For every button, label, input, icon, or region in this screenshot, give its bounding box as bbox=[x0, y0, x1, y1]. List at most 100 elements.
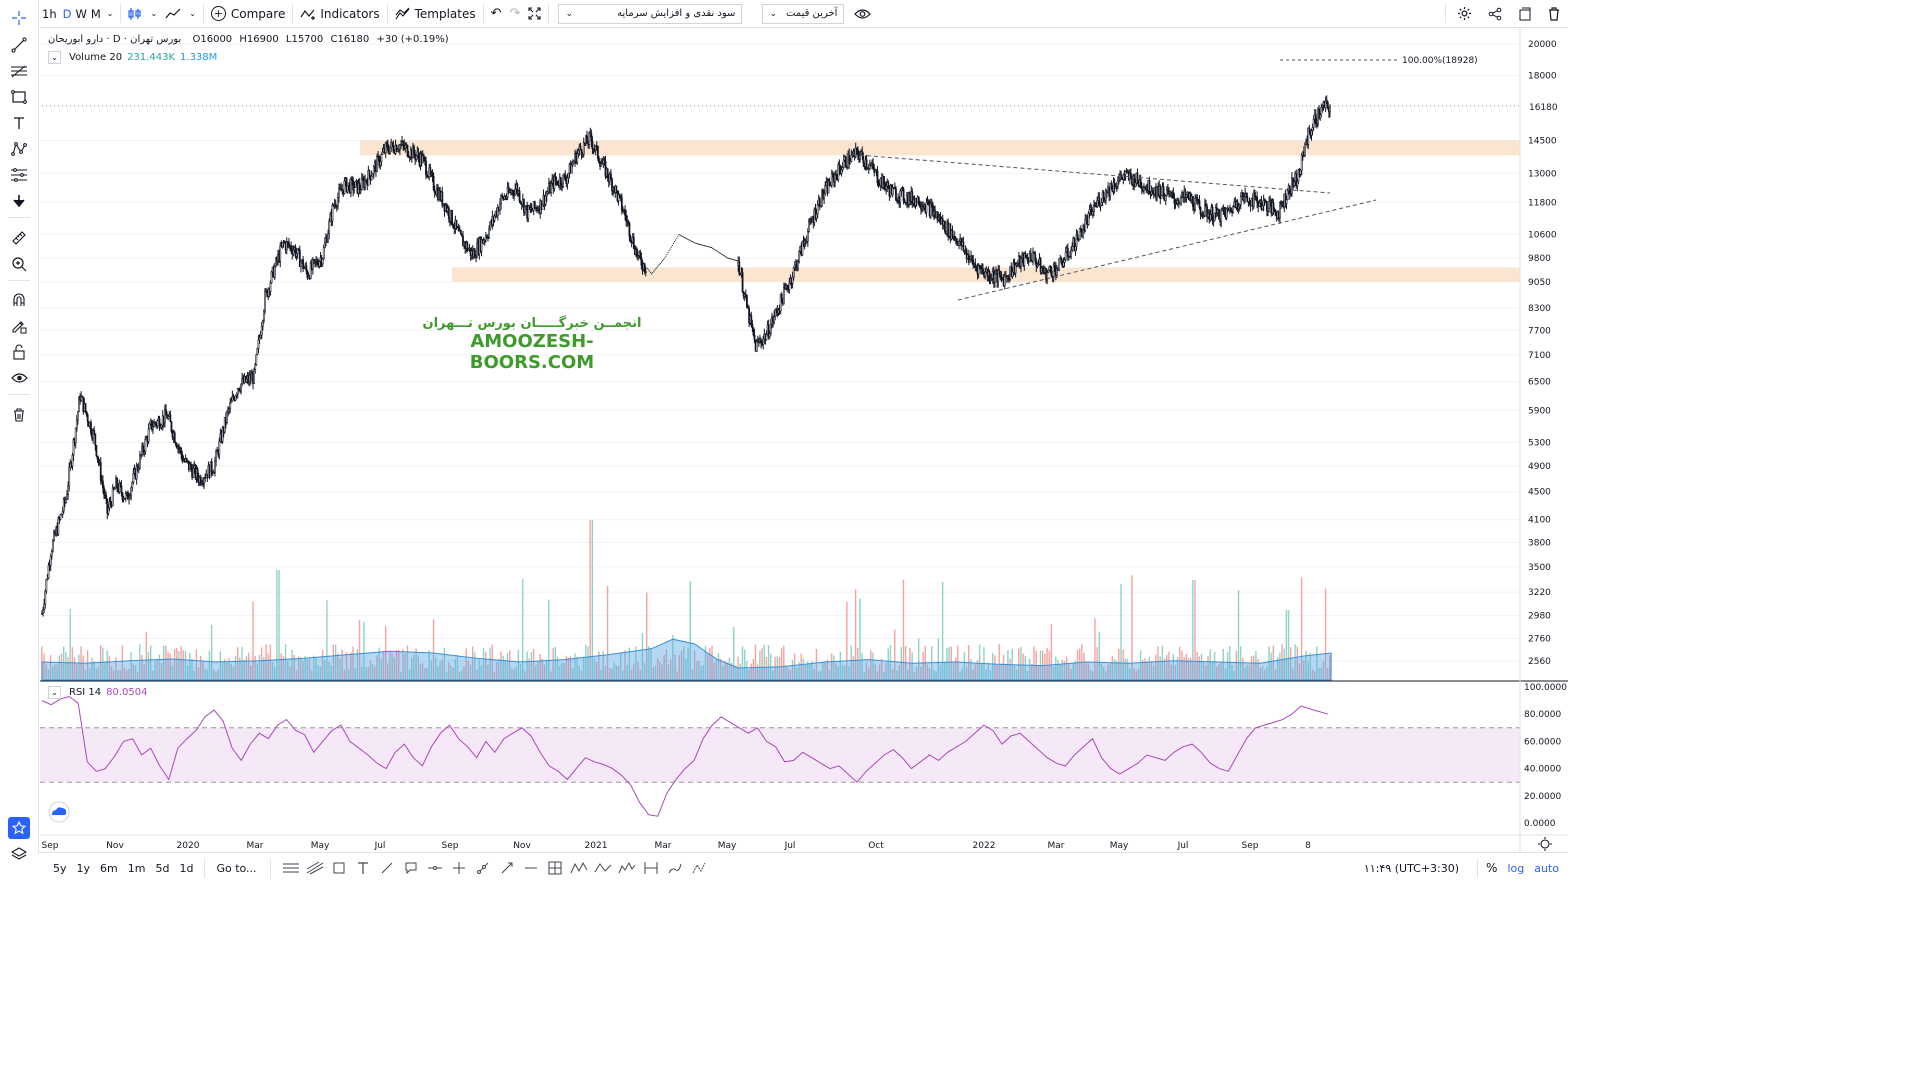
volume-bar bbox=[108, 655, 111, 680]
candle-body bbox=[1050, 270, 1053, 277]
auto-scale-toggle[interactable]: auto bbox=[1534, 861, 1559, 875]
volume-bar bbox=[639, 670, 641, 680]
magnet-icon[interactable] bbox=[9, 290, 29, 310]
pattern-elliott-icon[interactable] bbox=[615, 856, 639, 880]
volume-bar bbox=[465, 648, 467, 680]
volume-bar bbox=[817, 671, 820, 680]
candle-body bbox=[1296, 181, 1299, 186]
cloud-icon[interactable] bbox=[48, 801, 70, 823]
fib-channel-icon[interactable] bbox=[303, 856, 327, 880]
volume-bar bbox=[1089, 669, 1092, 680]
text-tool-icon[interactable] bbox=[9, 113, 29, 133]
trash-icon[interactable] bbox=[1540, 0, 1568, 27]
candles-style-icon[interactable] bbox=[124, 0, 146, 27]
star-icon[interactable] bbox=[8, 817, 30, 839]
fib-retracement-icon[interactable] bbox=[9, 61, 29, 81]
grid-tool-icon[interactable] bbox=[543, 856, 567, 880]
ray-icon[interactable] bbox=[471, 856, 495, 880]
redo-icon[interactable]: ↷ bbox=[509, 6, 521, 21]
price-tick-label: 13000 bbox=[1528, 169, 1557, 179]
trend-line-icon[interactable] bbox=[375, 856, 399, 880]
volume-name[interactable]: Volume 20 bbox=[69, 52, 123, 63]
clock-timezone[interactable]: ۱۱:۴۹ (UTC+3:30) bbox=[1363, 861, 1460, 875]
dividends-dropdown[interactable]: سود نقدی و افزایش سرمایه ⌄ bbox=[558, 3, 743, 24]
settings-gear-icon[interactable] bbox=[1449, 0, 1480, 27]
rectangle-icon[interactable] bbox=[9, 87, 29, 107]
lock-icon[interactable] bbox=[9, 342, 29, 362]
interval-dropdown-icon[interactable]: ⌄ bbox=[106, 9, 114, 18]
snapshot-icon[interactable] bbox=[1510, 0, 1540, 27]
candle-body bbox=[1177, 200, 1180, 204]
pattern-xabcd-icon[interactable] bbox=[567, 856, 591, 880]
candle-body bbox=[576, 153, 579, 164]
horizontal-segment-icon[interactable] bbox=[519, 856, 543, 880]
arrow-down-icon[interactable] bbox=[9, 191, 29, 211]
interval-d[interactable]: D bbox=[62, 6, 72, 21]
interval-1h[interactable]: 1h bbox=[42, 6, 57, 21]
indicators-button[interactable]: Indicators bbox=[296, 0, 383, 27]
text-tool-icon[interactable] bbox=[351, 856, 375, 880]
eye-icon[interactable] bbox=[850, 0, 875, 27]
interval-m[interactable]: M bbox=[90, 6, 101, 21]
range-5d[interactable]: 5d bbox=[155, 861, 170, 875]
pattern-abc-icon[interactable] bbox=[591, 856, 615, 880]
range-1m[interactable]: 1m bbox=[127, 861, 146, 875]
date-range-icon[interactable] bbox=[639, 856, 663, 880]
volume-bar bbox=[365, 667, 367, 680]
volume-bar bbox=[909, 647, 911, 680]
brush-icon[interactable] bbox=[663, 856, 687, 880]
crosshair-icon[interactable] bbox=[9, 8, 29, 28]
line-style-icon[interactable] bbox=[161, 0, 185, 27]
candle-body bbox=[322, 247, 325, 260]
volume-bar bbox=[807, 661, 809, 680]
chevron-down-icon[interactable]: ⌄ bbox=[48, 51, 61, 64]
trash-icon[interactable] bbox=[9, 405, 29, 425]
horizontal-lines-icon[interactable] bbox=[279, 856, 303, 880]
price-tick-label: 3220 bbox=[1528, 588, 1551, 598]
undo-icon[interactable]: ↶ bbox=[490, 6, 502, 21]
time-tick-label: 2020 bbox=[177, 841, 200, 851]
volume-bar bbox=[293, 655, 295, 680]
fullscreen-icon[interactable] bbox=[524, 0, 545, 27]
range-5y[interactable]: 5y bbox=[53, 861, 67, 875]
arrow-line-icon[interactable] bbox=[495, 856, 519, 880]
path-tool-icon[interactable] bbox=[687, 856, 711, 880]
divider bbox=[8, 217, 30, 218]
log-scale-toggle[interactable]: log bbox=[1507, 861, 1525, 875]
share-icon[interactable] bbox=[1480, 0, 1510, 27]
percent-scale-toggle[interactable]: % bbox=[1486, 861, 1498, 875]
rsi-name[interactable]: RSI 14 bbox=[69, 687, 102, 698]
candle-body bbox=[1184, 190, 1187, 198]
stay-drawing-icon[interactable] bbox=[9, 316, 29, 336]
range-6m[interactable]: 6m bbox=[100, 861, 118, 875]
layers-icon[interactable] bbox=[9, 844, 29, 864]
cross-line-icon[interactable] bbox=[447, 856, 471, 880]
interval-w[interactable]: W bbox=[75, 6, 87, 21]
rectangle-icon[interactable] bbox=[327, 856, 351, 880]
prediction-icon[interactable] bbox=[9, 165, 29, 185]
range-1d[interactable]: 1d bbox=[179, 861, 194, 875]
callout-icon[interactable] bbox=[399, 856, 423, 880]
volume-bar bbox=[574, 653, 576, 680]
chevron-down-icon[interactable]: ⌄ bbox=[48, 686, 61, 699]
templates-button[interactable]: Templates bbox=[391, 0, 480, 27]
chart-settings-gear-icon[interactable] bbox=[1538, 837, 1552, 851]
eye-icon[interactable] bbox=[9, 368, 29, 388]
chevron-down-icon[interactable]: ⌄ bbox=[189, 9, 196, 18]
symbol-name[interactable]: دارو ابوریحان bbox=[48, 34, 104, 45]
rsi-tick-label: 100.0000 bbox=[1524, 683, 1567, 693]
goto-button[interactable]: Go to... bbox=[216, 861, 257, 875]
chevron-down-icon[interactable]: ⌄ bbox=[150, 9, 158, 18]
ruler-icon[interactable] bbox=[9, 228, 29, 248]
horizontal-ray-icon[interactable] bbox=[423, 856, 447, 880]
volume-bar bbox=[615, 665, 617, 680]
price-chart[interactable]: 100.00%(18928) 20000 18000 14500 13000 11800… bbox=[0, 0, 1568, 882]
pattern-icon[interactable] bbox=[9, 139, 29, 159]
last-price-dropdown[interactable]: آخرین قیمت ⌄ bbox=[762, 3, 845, 24]
zoom-in-icon[interactable] bbox=[9, 254, 29, 274]
volume-bar bbox=[539, 653, 541, 680]
range-1y[interactable]: 1y bbox=[76, 861, 91, 875]
compare-button[interactable]: + Compare bbox=[207, 0, 289, 27]
trend-line-icon[interactable] bbox=[9, 35, 29, 55]
candle-body bbox=[309, 262, 312, 279]
